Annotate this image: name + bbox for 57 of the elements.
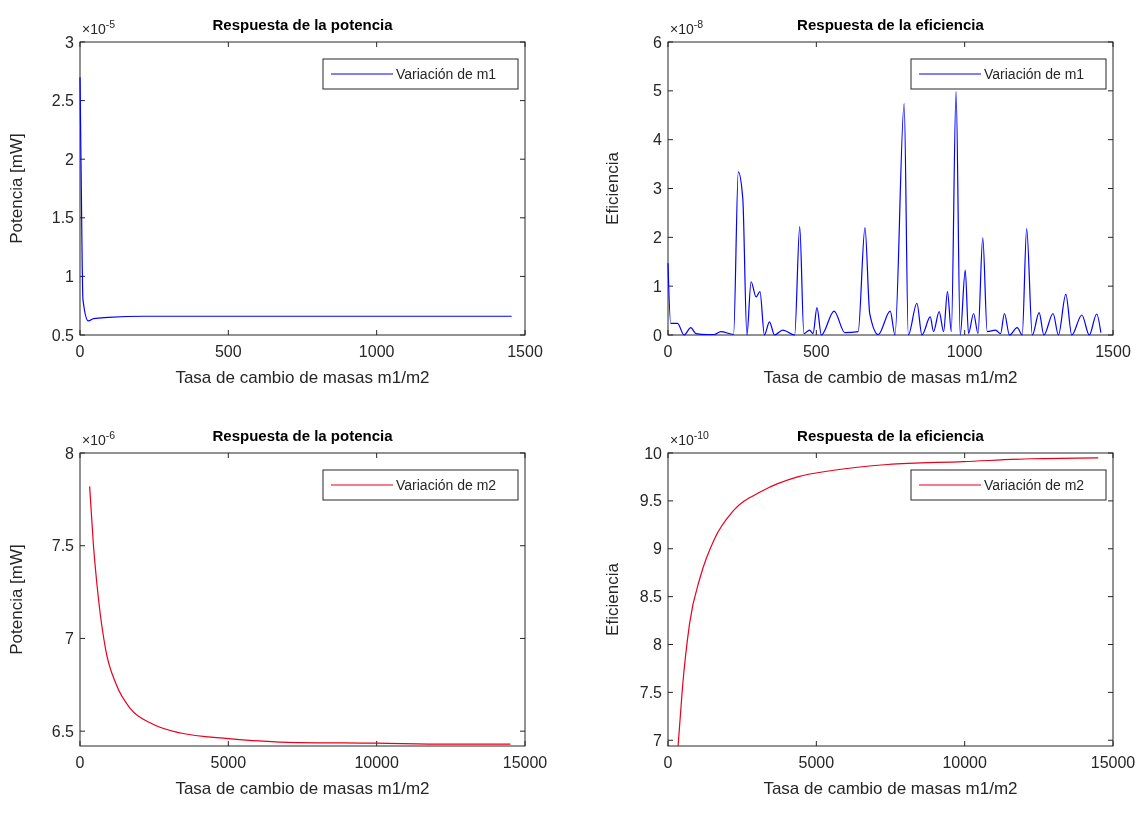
y-tick-label: 7 — [65, 630, 75, 648]
y-tick-label: 7.5 — [51, 537, 75, 555]
x-tick-label: 10000 — [354, 754, 400, 771]
x-tick-label: 1500 — [507, 343, 543, 360]
x-axis-title: Tasa de cambio de masas m1/m2 — [175, 368, 430, 387]
x-axis-title: Tasa de cambio de masas m1/m2 — [175, 779, 430, 798]
legend-label: Variación de m1 — [984, 65, 1085, 82]
x-tick-label: 15000 — [1090, 754, 1136, 771]
text: ×10$^{-8}$ — [670, 18, 704, 37]
y-axis-title: Potencia [mW] — [7, 133, 26, 244]
text: ×10$^{-10}$ — [670, 429, 710, 448]
y-tick-label: 4 — [653, 131, 663, 149]
y-tick-label: 6 — [653, 33, 663, 51]
y-tick-label: 8.5 — [639, 588, 663, 606]
x-tick-label: 5000 — [210, 754, 247, 771]
x-tick-label: 1000 — [946, 343, 983, 360]
x-tick-label: 5000 — [798, 754, 835, 771]
y-tick-label: 3 — [653, 180, 663, 198]
chart-title: Respuesta de la potencia — [212, 16, 394, 33]
y-tick-label: 3 — [65, 33, 75, 51]
chart-title: Respuesta de la eficiencia — [797, 16, 985, 33]
y-tick-label: 2 — [653, 228, 663, 246]
x-axis-title: Tasa de cambio de masas m1/m2 — [763, 368, 1018, 387]
text: ×10$^{-5}$ — [82, 18, 116, 37]
y-tick-label: 7.5 — [639, 683, 663, 701]
y-tick-label: 9 — [653, 540, 663, 558]
y-tick-label: 1 — [65, 268, 75, 285]
x-tick-label: 1500 — [1095, 343, 1131, 360]
y-tick-label: 2.5 — [51, 92, 75, 110]
chart-title: Respuesta de la eficiencia — [797, 427, 985, 444]
text: ×10$^{-6}$ — [82, 429, 116, 448]
x-tick-label: 500 — [802, 343, 830, 360]
x-axis-title: Tasa de cambio de masas m1/m2 — [763, 779, 1018, 798]
y-tick-label: 0 — [653, 326, 663, 344]
line-series — [677, 457, 1099, 747]
chart-title: Respuesta de la potencia — [212, 427, 394, 444]
x-tick-label: 500 — [214, 343, 242, 360]
y-axis-title: Eficiencia — [603, 151, 622, 225]
y-tick-label: 1.5 — [51, 209, 75, 227]
legend-label: Variación de m2 — [396, 476, 497, 493]
y-tick-label: 5 — [653, 82, 663, 100]
y-tick-label: 8 — [65, 444, 75, 462]
legend-label: Variación de m1 — [396, 65, 497, 82]
y-tick-label: 1 — [653, 277, 663, 295]
y-axis-title: Eficiencia — [603, 562, 622, 636]
y-tick-label: 6.5 — [51, 722, 75, 740]
x-tick-label: 1000 — [358, 343, 395, 360]
y-tick-label: 7 — [653, 731, 663, 749]
x-tick-label: 15000 — [502, 754, 548, 771]
x-tick-label: 10000 — [942, 754, 988, 771]
y-tick-label: 10 — [644, 444, 663, 462]
y-tick-label: 8 — [653, 636, 663, 654]
y-tick-label: 2 — [65, 150, 75, 168]
legend-label: Variación de m2 — [984, 476, 1085, 493]
y-tick-label: 9.5 — [639, 492, 663, 510]
y-tick-label: 0.5 — [51, 326, 75, 344]
y-axis-title: Potencia [mW] — [7, 544, 26, 655]
